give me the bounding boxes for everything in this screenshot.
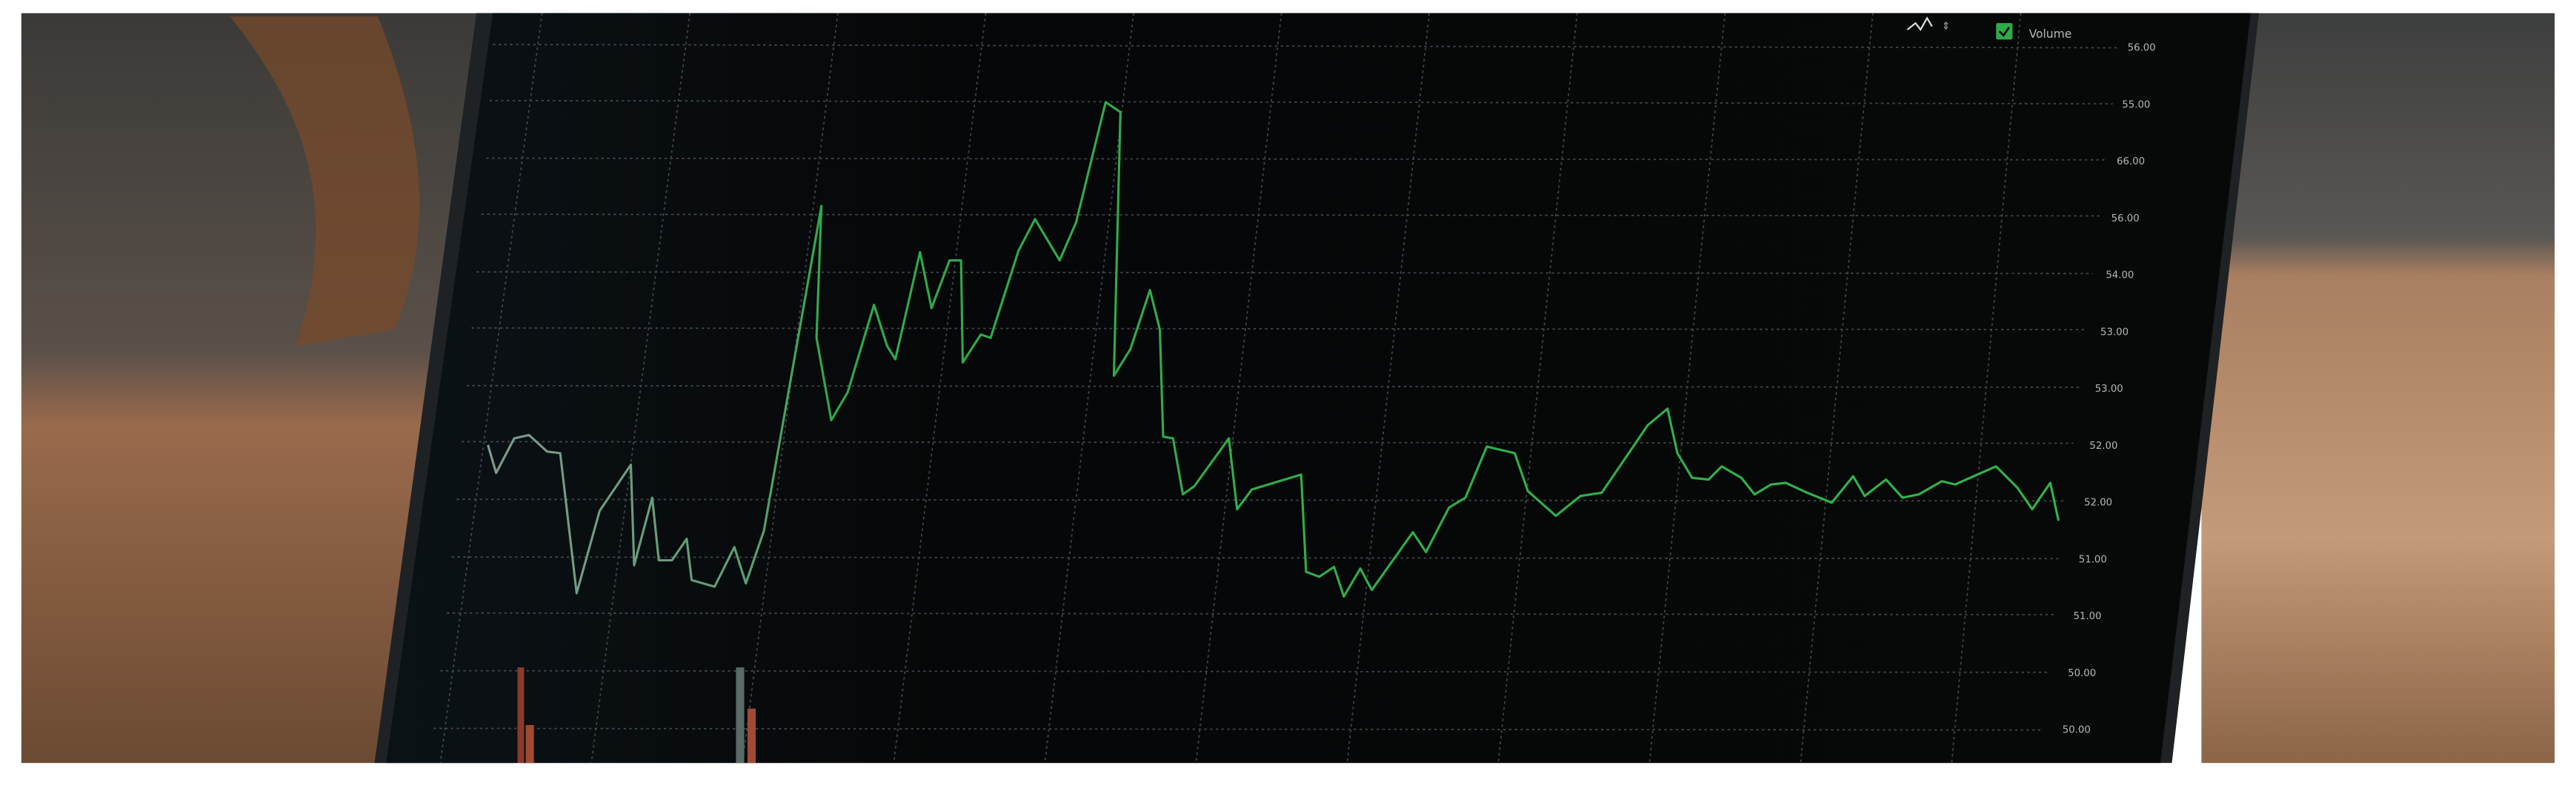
- axis-label: 54.00: [2106, 270, 2134, 281]
- sort-icon: ⇕: [1942, 21, 1950, 33]
- axis-label: 55.00: [2122, 99, 2150, 110]
- axis-label: 53.00: [2100, 327, 2129, 338]
- axis-label: 50.00: [2063, 725, 2091, 736]
- axis-label: 52.00: [2084, 498, 2112, 509]
- price-axis: 56.00 55.00 66.00 56.00 54.00 53.00 53.00 52.00…: [2063, 43, 2156, 736]
- volume-bar: [747, 708, 756, 764]
- axis-label: 50.00: [2068, 668, 2096, 679]
- axis-label: 51.00: [2073, 611, 2101, 622]
- hair: [230, 16, 420, 347]
- chart-icon: [1906, 16, 1933, 32]
- volume-bar: [525, 725, 534, 764]
- checkmark: [1998, 26, 2011, 37]
- volume-checkbox: [1996, 23, 2013, 40]
- axis-label: 51.00: [2079, 554, 2107, 565]
- legend-label: Volume: [2029, 27, 2072, 41]
- axis-label: 52.00: [2089, 441, 2117, 452]
- axis-label: 66.00: [2117, 156, 2145, 167]
- axis-label: 53.00: [2095, 384, 2123, 395]
- laptop-screen: [386, 13, 2251, 764]
- grid: [433, 13, 2120, 764]
- axis-label: 56.00: [2111, 213, 2140, 224]
- axis-label: 56.00: [2128, 43, 2156, 54]
- volume-bar: [517, 667, 525, 764]
- volume-bar: [736, 667, 745, 764]
- price-line: [487, 101, 2060, 598]
- background-right: [2201, 13, 2555, 764]
